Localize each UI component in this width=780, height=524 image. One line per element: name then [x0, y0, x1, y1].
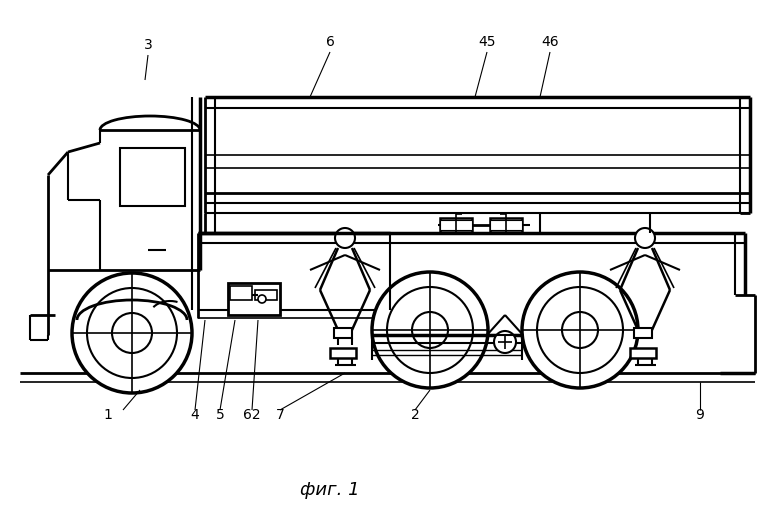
Bar [440, 218, 472, 232]
Circle shape [635, 228, 655, 248]
Bar [630, 348, 656, 358]
Circle shape [87, 288, 177, 378]
Circle shape [372, 272, 488, 388]
Bar [230, 286, 252, 300]
Circle shape [494, 331, 516, 353]
Bar [255, 290, 277, 300]
Bar [634, 328, 652, 338]
Text: 9: 9 [696, 408, 704, 422]
Bar [334, 328, 352, 338]
Circle shape [412, 312, 448, 348]
Bar [440, 220, 472, 230]
Circle shape [112, 313, 152, 353]
Circle shape [522, 272, 638, 388]
Text: 7: 7 [275, 408, 285, 422]
Circle shape [387, 287, 473, 373]
Circle shape [335, 228, 355, 248]
Circle shape [258, 295, 266, 303]
Text: 46: 46 [541, 35, 558, 49]
Text: 5: 5 [215, 408, 225, 422]
Text: 45: 45 [478, 35, 496, 49]
Bar [490, 220, 522, 230]
Text: 2: 2 [410, 408, 420, 422]
Bar [228, 283, 280, 315]
Circle shape [562, 312, 598, 348]
Circle shape [537, 287, 623, 373]
Bar [120, 148, 185, 206]
Text: 4: 4 [190, 408, 200, 422]
Text: 1: 1 [104, 408, 112, 422]
Bar [490, 218, 522, 232]
Text: 3: 3 [144, 38, 152, 52]
Circle shape [72, 273, 192, 393]
Bar [330, 348, 356, 358]
Text: 6: 6 [325, 35, 335, 49]
Text: 62: 62 [243, 408, 261, 422]
Text: фиг. 1: фиг. 1 [300, 481, 360, 499]
